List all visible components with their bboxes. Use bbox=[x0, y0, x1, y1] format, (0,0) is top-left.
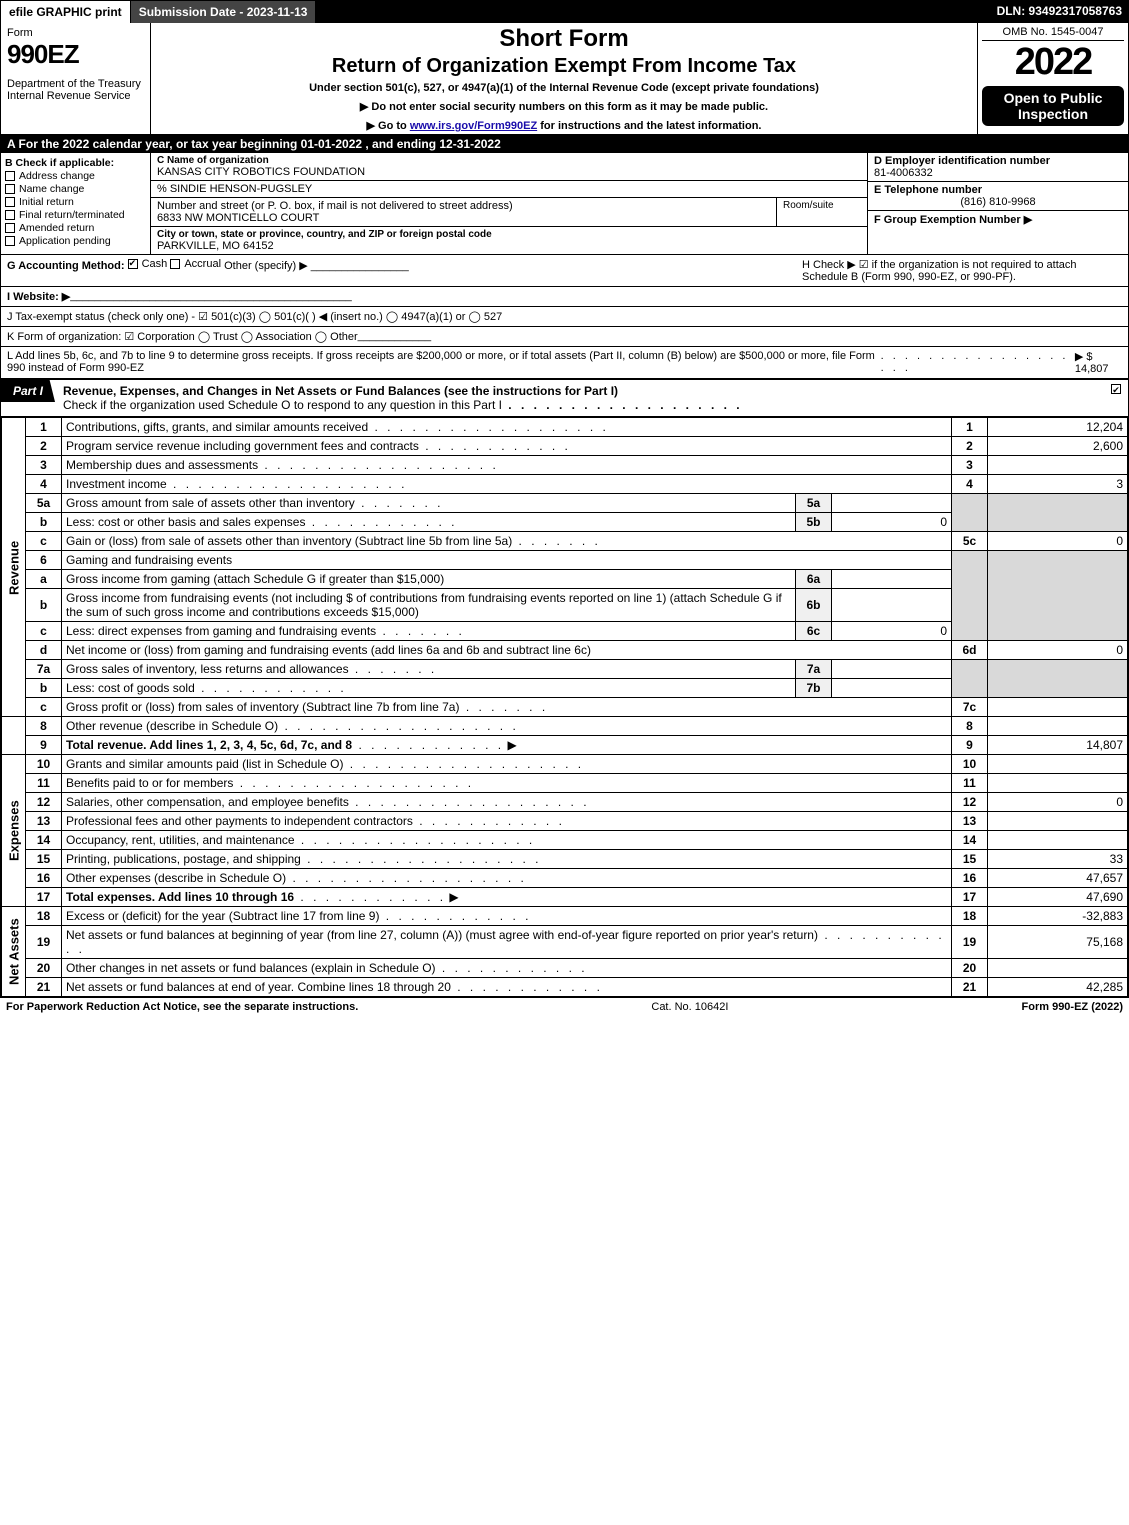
title-subsection: Under section 501(c), 527, or 4947(a)(1)… bbox=[157, 82, 971, 94]
part-i-title: Revenue, Expenses, and Changes in Net As… bbox=[55, 380, 1104, 416]
line20-value bbox=[988, 959, 1128, 978]
line19-value: 75,168 bbox=[988, 926, 1128, 959]
row-l: L Add lines 5b, 6c, and 7b to line 9 to … bbox=[1, 347, 1128, 379]
phone-value: (816) 810-9968 bbox=[874, 196, 1122, 208]
section-a-period: A For the 2022 calendar year, or tax yea… bbox=[1, 135, 1128, 153]
line17-value: 47,690 bbox=[988, 888, 1128, 907]
box-b-label: B Check if applicable: bbox=[5, 157, 146, 169]
chk-final-return[interactable]: Final return/terminated bbox=[5, 209, 146, 221]
box-def: D Employer identification number 81-4006… bbox=[868, 153, 1128, 254]
org-name: KANSAS CITY ROBOTICS FOUNDATION bbox=[157, 166, 861, 178]
dln-label: DLN: 93492317058763 bbox=[991, 1, 1128, 23]
line4-value: 3 bbox=[988, 475, 1128, 494]
line18-value: -32,883 bbox=[988, 907, 1128, 926]
irs-link[interactable]: www.irs.gov/Form990EZ bbox=[410, 120, 537, 132]
footer-cat: Cat. No. 10642I bbox=[358, 1001, 1021, 1013]
line5b-value: 0 bbox=[832, 513, 952, 532]
chk-address-change[interactable]: Address change bbox=[5, 170, 146, 182]
city-value: PARKVILLE, MO 64152 bbox=[157, 240, 861, 252]
revenue-side-label: Revenue bbox=[2, 418, 26, 717]
form-word: Form bbox=[7, 27, 144, 39]
line7a-value bbox=[832, 660, 952, 679]
chk-initial-return[interactable]: Initial return bbox=[5, 196, 146, 208]
header-mid: Short Form Return of Organization Exempt… bbox=[151, 23, 978, 134]
footer-right: Form 990-EZ (2022) bbox=[1022, 1001, 1123, 1013]
omb-number: OMB No. 1545-0047 bbox=[982, 26, 1124, 41]
section-bcdef: B Check if applicable: Address change Na… bbox=[1, 153, 1128, 255]
title-short-form: Short Form bbox=[157, 25, 971, 53]
efile-print-button[interactable]: efile GRAPHIC print bbox=[1, 1, 131, 23]
row-gh: G Accounting Method: Cash Accrual Other … bbox=[1, 255, 1128, 287]
line7c-value bbox=[988, 698, 1128, 717]
line7b-value bbox=[832, 679, 952, 698]
chk-cash[interactable] bbox=[128, 259, 138, 269]
gross-receipts: ▶ $ 14,807 bbox=[1075, 350, 1122, 375]
expenses-side-label: Expenses bbox=[2, 755, 26, 907]
line5a-value bbox=[832, 494, 952, 513]
line11-value bbox=[988, 774, 1128, 793]
line3-value bbox=[988, 456, 1128, 475]
line8-value bbox=[988, 717, 1128, 736]
line9-value: 14,807 bbox=[988, 736, 1128, 755]
box-c: C Name of organization KANSAS CITY ROBOT… bbox=[151, 153, 868, 254]
city-label: City or town, state or province, country… bbox=[157, 229, 861, 240]
part-i-header: Part I Revenue, Expenses, and Changes in… bbox=[1, 379, 1128, 417]
title-return: Return of Organization Exempt From Incom… bbox=[157, 55, 971, 78]
street-label: Number and street (or P. O. box, if mail… bbox=[157, 200, 770, 212]
chk-amended-return[interactable]: Amended return bbox=[5, 222, 146, 234]
ein-value: 81-4006332 bbox=[874, 167, 1122, 179]
form-code: 990EZ bbox=[7, 39, 144, 70]
part-i-tab: Part I bbox=[1, 380, 55, 402]
line6b-value bbox=[832, 589, 952, 622]
lines-table: Revenue 1 Contributions, gifts, grants, … bbox=[1, 417, 1128, 997]
form-header: Form 990EZ Department of the Treasury In… bbox=[1, 23, 1128, 135]
chk-name-change[interactable]: Name change bbox=[5, 183, 146, 195]
header-left: Form 990EZ Department of the Treasury In… bbox=[1, 23, 151, 134]
line21-value: 42,285 bbox=[988, 978, 1128, 997]
form-990ez: efile GRAPHIC print Submission Date - 20… bbox=[0, 0, 1129, 998]
box-b: B Check if applicable: Address change Na… bbox=[1, 153, 151, 254]
street-value: 6833 NW MONTICELLO COURT bbox=[157, 212, 770, 224]
line16-value: 47,657 bbox=[988, 869, 1128, 888]
line13-value bbox=[988, 812, 1128, 831]
row-k: K Form of organization: ☑ Corporation ◯ … bbox=[1, 327, 1128, 347]
row-j: J Tax-exempt status (check only one) - ☑… bbox=[1, 307, 1128, 327]
line2-value: 2,600 bbox=[988, 437, 1128, 456]
line14-value bbox=[988, 831, 1128, 850]
ein-label: D Employer identification number bbox=[874, 155, 1122, 167]
dept-treasury: Department of the Treasury Internal Reve… bbox=[7, 78, 144, 102]
org-name-label: C Name of organization bbox=[157, 155, 861, 166]
co-line: % SINDIE HENSON-PUGSLEY bbox=[151, 181, 867, 198]
accounting-label: G Accounting Method: bbox=[7, 260, 125, 272]
topbar: efile GRAPHIC print Submission Date - 20… bbox=[1, 1, 1128, 23]
header-right: OMB No. 1545-0047 2022 Open to Public In… bbox=[978, 23, 1128, 134]
part-i-check[interactable] bbox=[1104, 380, 1128, 403]
bullet-ssn: ▶ Do not enter social security numbers o… bbox=[157, 100, 971, 113]
box-h: H Check ▶ ☑ if the organization is not r… bbox=[802, 258, 1122, 283]
netassets-side-label: Net Assets bbox=[2, 907, 26, 997]
phone-label: E Telephone number bbox=[874, 184, 1122, 196]
line1-value: 12,204 bbox=[988, 418, 1128, 437]
chk-application-pending[interactable]: Application pending bbox=[5, 235, 146, 247]
page-footer: For Paperwork Reduction Act Notice, see … bbox=[0, 998, 1129, 1016]
group-exemption-label: F Group Exemption Number ▶ bbox=[874, 213, 1122, 226]
line5c-value: 0 bbox=[988, 532, 1128, 551]
line10-value bbox=[988, 755, 1128, 774]
row-i: I Website: ▶ ___________________________… bbox=[1, 287, 1128, 307]
line15-value: 33 bbox=[988, 850, 1128, 869]
line6c-value: 0 bbox=[832, 622, 952, 641]
open-public-badge: Open to Public Inspection bbox=[982, 86, 1124, 126]
chk-accrual[interactable] bbox=[170, 259, 180, 269]
footer-left: For Paperwork Reduction Act Notice, see … bbox=[6, 1001, 358, 1013]
line6a-value bbox=[832, 570, 952, 589]
bullet-goto: ▶ Go to www.irs.gov/Form990EZ for instru… bbox=[157, 119, 971, 132]
submission-date-label: Submission Date - 2023-11-13 bbox=[131, 1, 317, 23]
line6d-value: 0 bbox=[988, 641, 1128, 660]
line12-value: 0 bbox=[988, 793, 1128, 812]
tax-year: 2022 bbox=[982, 41, 1124, 84]
room-suite-label: Room/suite bbox=[777, 198, 867, 226]
